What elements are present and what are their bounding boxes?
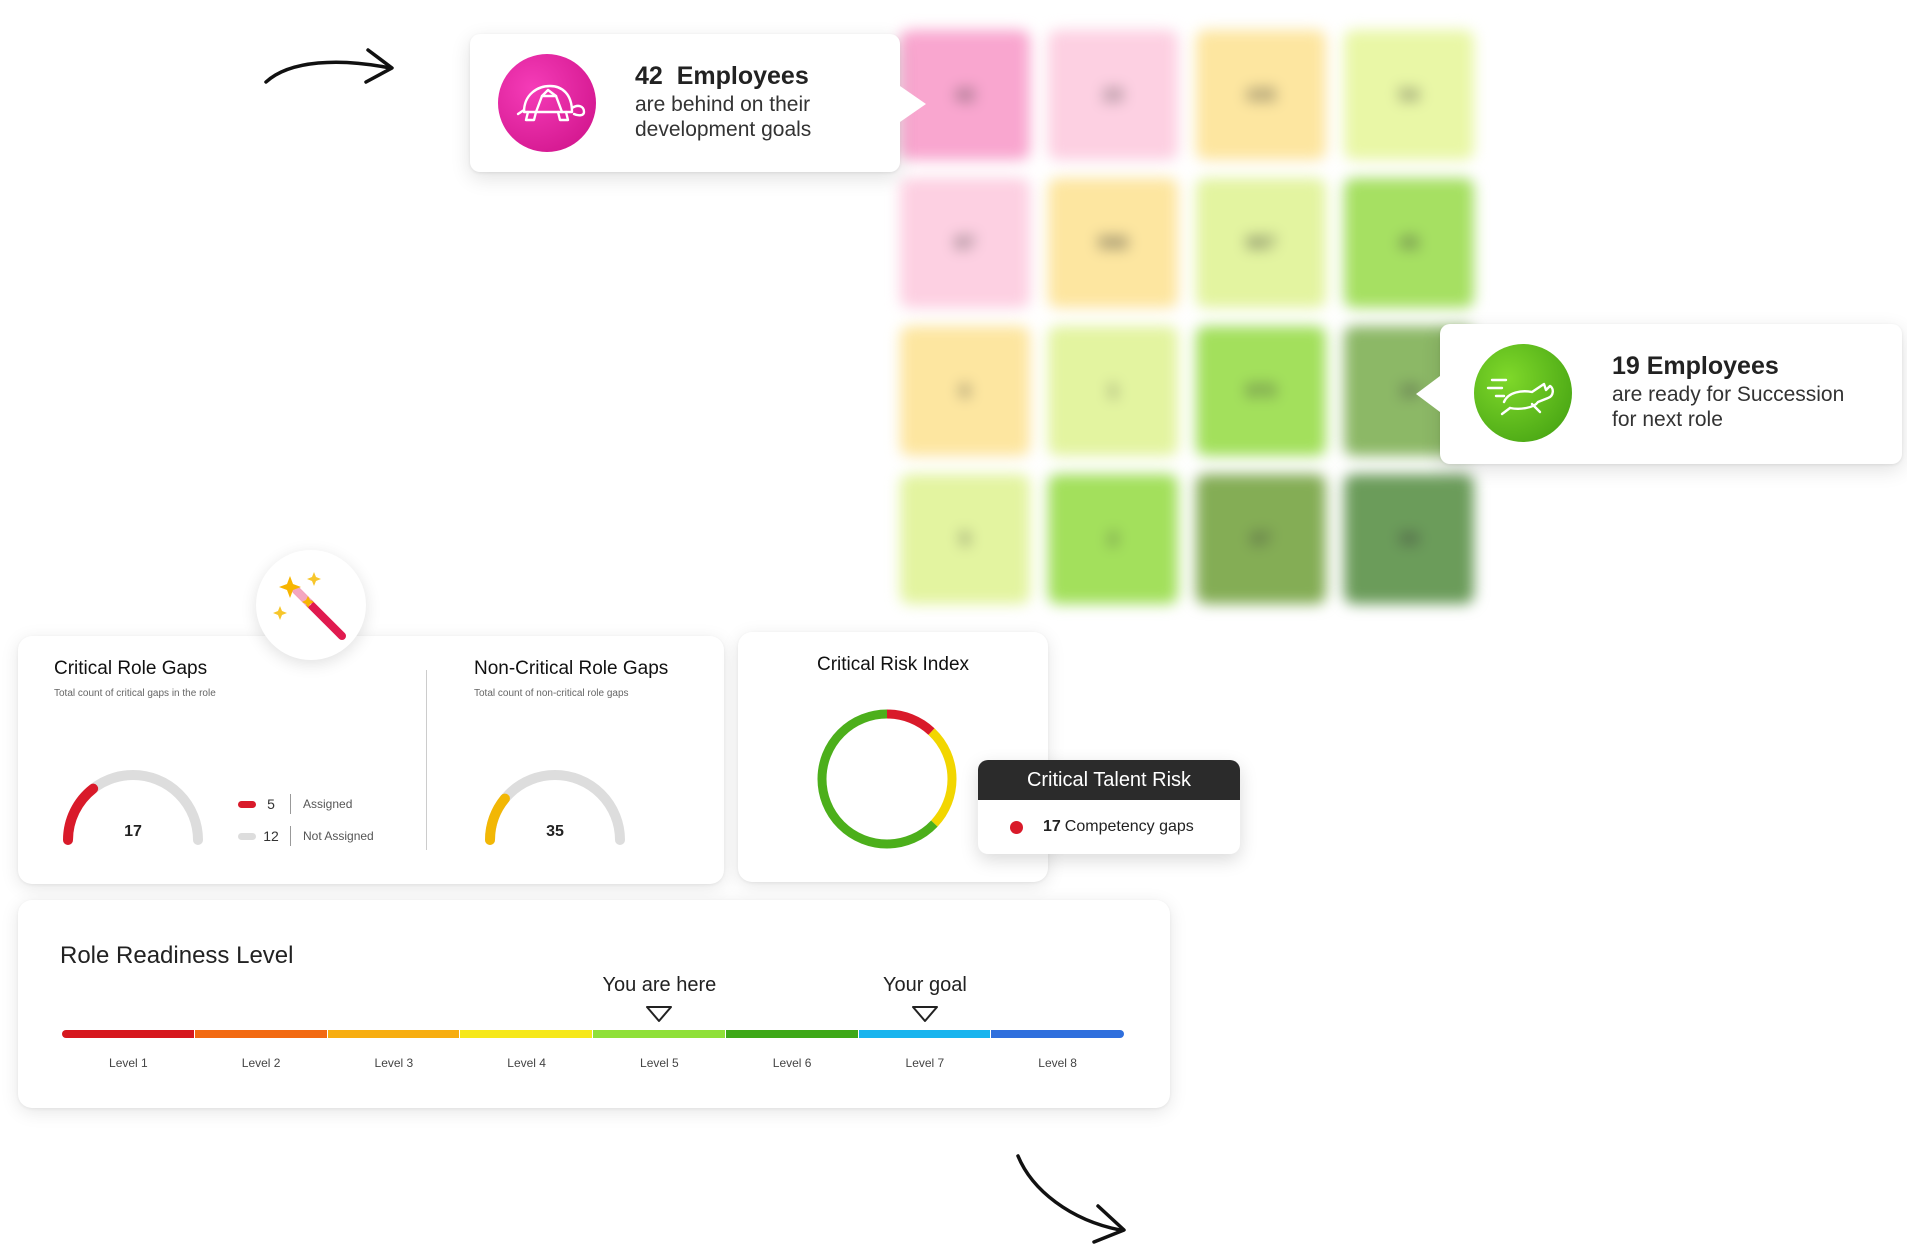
your-goal-marker-icon [911,1006,938,1022]
behind-goals-description: are behind on their development goals [635,92,811,142]
you-are-here-label: You are here [602,974,717,996]
heatmap-cell: 987 [1196,178,1326,308]
readiness-segment [62,1030,194,1038]
critical-gaps-title: Critical Role Gaps [54,658,208,679]
non-critical-gaps-title: Non-Critical Role Gaps [474,658,669,679]
readiness-level-label: Level 4 [507,1056,546,1070]
succession-title: 19 Employees [1612,352,1779,380]
behind-goals-line2: development goals [635,118,812,141]
behind-goals-count: 42 Employees [635,62,809,91]
succession-callout: 19 Employees are ready for Succession fo… [1416,324,1902,464]
arrow-top-left-icon [264,48,394,84]
readiness-segment [460,1030,592,1038]
tooltip-title: Critical Talent Risk [978,760,1240,800]
behind-goals-line1: are behind on their [635,93,811,116]
gauge-fill [63,783,99,845]
heatmap-cell: 1 [1048,326,1178,456]
heatmap-cell: 970 [1196,326,1326,456]
readiness-segment [991,1030,1124,1038]
readiness-level-label: Level 5 [640,1056,679,1070]
critical-dot-icon [1010,820,1023,834]
turtle-badge [498,54,596,152]
heatmap-cell: 6 [900,326,1030,456]
heatmap-cell: 87 [1196,474,1326,604]
behind-count-value: 42 [635,62,663,90]
not-assigned-label: Not Assigned [303,829,374,843]
tooltip-label: Competency gaps [1064,818,1194,835]
rabbit-badge [1474,344,1572,442]
readiness-segment [725,1030,858,1038]
non-critical-gaps-subtitle: Total count of non-critical role gaps [474,688,629,699]
heatmap-cell: 87 [900,178,1030,308]
critical-gaps-subtitle: Total count of critical gaps in the role [54,688,216,699]
risk-index-donut [817,709,957,849]
readiness-segment [327,1030,460,1038]
readiness-level-label: Level 7 [905,1056,945,1070]
readiness-level-label: Level 1 [109,1056,148,1070]
arrow-bottom-icon [1016,1154,1126,1244]
readiness-level-label: Level 3 [374,1056,414,1070]
critical-gaps-gauge [63,770,203,845]
heatmap-cell: 23 [1048,30,1178,160]
assigned-value: 5 [267,796,275,812]
succession-description: are ready for Succession for next role [1612,382,1844,432]
readiness-title: Role Readiness Level [60,942,294,969]
succession-line1: are ready for Succession [1612,383,1845,406]
readiness-level-label: Level 8 [1038,1056,1077,1070]
callout-pointer [900,86,926,122]
behind-count-label: Employees [676,62,809,90]
legend-divider [290,826,291,846]
legend-swatch-assigned [238,800,256,808]
heatmap-cell: 2 [1048,474,1178,604]
donut-segment [817,709,957,849]
readiness-level-bar [62,1030,1124,1038]
heatmap-cell: 5 [900,474,1030,604]
heatmap-cell: 45 [1344,178,1474,308]
magic-wand-icon [273,572,346,640]
succession-line2: for next role [1612,408,1723,431]
legend-divider [290,794,291,814]
readiness-level-label: Level 2 [241,1056,281,1070]
behind-goals-callout: 42 Employees are behind on their develop… [470,34,926,172]
readiness-level-labels: Level 1 Level 2 Level 3 Level 4 Level 5 Level… [62,1056,1124,1076]
non-critical-gaps-gauge [485,770,625,845]
readiness-segment [593,1030,725,1038]
heatmap-cell: 54 [1344,30,1474,160]
legend-swatch-not-assigned [238,832,256,840]
non-critical-gaps-value: 35 [546,823,564,840]
callout-pointer [1416,376,1440,412]
readiness-level-label: Level 6 [772,1056,812,1070]
your-goal-label: Your goal [882,974,967,996]
legend-assigned: 5 Assigned [238,794,352,814]
you-are-here-marker-icon [646,1006,673,1022]
heatmap-cell: 998 [1048,178,1178,308]
magic-wand-badge [256,550,366,660]
critical-talent-risk-tooltip: Critical Talent Risk 17 Competency gaps [978,760,1240,854]
not-assigned-value: 12 [263,828,279,844]
readiness-segment [194,1030,327,1038]
divider [426,670,427,850]
critical-gaps-value: 17 [124,823,142,840]
gauge-fill [485,793,510,845]
rabbit-icon [1486,378,1554,416]
heatmap-cell: 98 [1344,474,1474,604]
readiness-segment [858,1030,991,1038]
legend-not-assigned: 12 Not Assigned [238,826,374,846]
role-readiness-card: Role Readiness Level Level 1 Level 2 Level… [18,900,1170,1108]
tooltip-value: 17 [1043,818,1061,835]
assigned-label: Assigned [303,797,353,811]
tooltip-body: 17 Competency gaps [978,800,1240,854]
donut-segment [817,709,957,849]
heatmap-cell: 435 [1196,30,1326,160]
role-gaps-card: Critical Role Gaps Total count of critic… [18,636,724,884]
turtle-icon [516,84,586,122]
risk-index-title: Critical Risk Index [816,654,970,675]
